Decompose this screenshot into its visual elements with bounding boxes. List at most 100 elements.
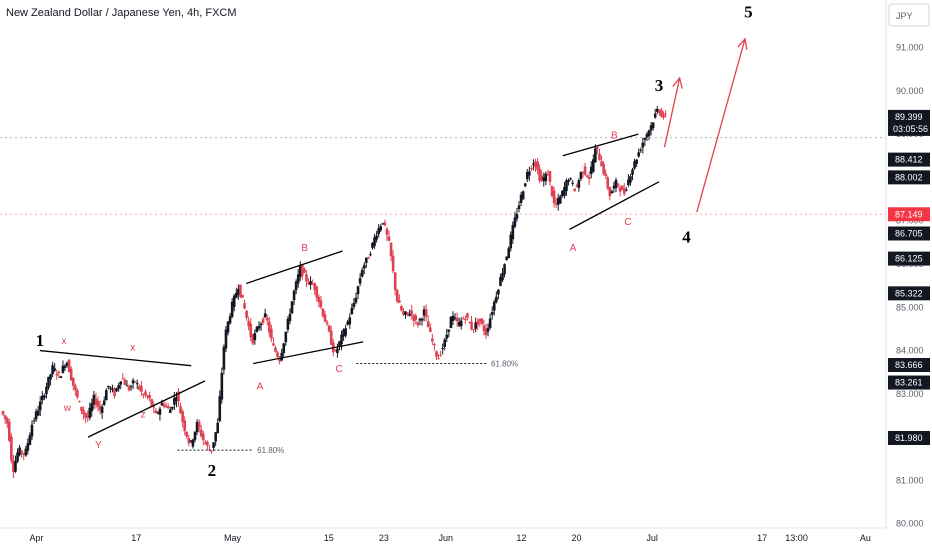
candle [144, 391, 147, 396]
candle [121, 378, 125, 380]
subwave-label: w [63, 403, 72, 414]
price-tag [888, 251, 930, 266]
candle [119, 381, 123, 385]
wave-label: 3 [655, 76, 664, 95]
candle [166, 406, 170, 409]
candle [278, 357, 281, 362]
candle [532, 163, 535, 165]
candle [385, 228, 389, 235]
candle [381, 223, 385, 225]
candle [82, 409, 85, 415]
candle [360, 270, 364, 277]
subwave-label: B [301, 243, 308, 254]
price-tag-label: 87.149 [895, 209, 923, 219]
candle [470, 321, 473, 330]
candle [222, 346, 226, 370]
candle [129, 386, 133, 388]
candle [160, 402, 164, 406]
candle [90, 403, 94, 412]
candle [592, 159, 595, 172]
price-tag-label: 86.705 [895, 228, 923, 238]
candle [84, 413, 87, 418]
candle [226, 321, 230, 333]
price-tag [888, 375, 930, 390]
currency-button[interactable]: JPY [888, 3, 930, 27]
candle [158, 408, 162, 415]
y-tick-label: 80.000 [896, 519, 924, 529]
candle [639, 149, 643, 151]
candle [629, 176, 632, 183]
candle [614, 179, 618, 188]
candle [424, 309, 428, 317]
price-tag [888, 152, 930, 167]
candle [168, 409, 172, 413]
candle [459, 320, 463, 327]
candle [10, 436, 13, 461]
candle [344, 328, 347, 336]
candle [389, 242, 393, 256]
candle [230, 301, 234, 317]
candle [377, 228, 380, 235]
candle [402, 310, 405, 315]
candle [187, 438, 191, 444]
candle [404, 311, 407, 315]
candle [177, 391, 180, 402]
candle [307, 282, 310, 285]
candle [49, 374, 52, 380]
candle [74, 385, 77, 391]
candle [416, 322, 420, 326]
x-tick-label: 17 [131, 533, 141, 543]
candle [443, 339, 447, 347]
candle [298, 265, 302, 277]
candle [583, 166, 587, 175]
candle [552, 190, 556, 204]
candle [313, 283, 317, 291]
candle [573, 188, 577, 192]
candle [387, 236, 391, 241]
candle [482, 325, 486, 331]
candle [625, 189, 628, 191]
candle [224, 329, 228, 349]
candle [323, 314, 327, 322]
candle [249, 323, 253, 338]
price-tag [888, 226, 930, 241]
candle [7, 421, 11, 441]
candle [257, 326, 261, 329]
candle [282, 343, 286, 354]
candle [290, 301, 294, 314]
projection-arrow-head [737, 37, 748, 50]
candle [171, 406, 174, 409]
candle [301, 265, 304, 276]
candle [234, 292, 238, 298]
candle [288, 314, 292, 322]
candle [393, 272, 397, 291]
candle [426, 321, 430, 328]
candle [78, 401, 81, 403]
x-tick-label: 13:00 [785, 533, 808, 543]
candle [140, 385, 143, 392]
candle [268, 321, 271, 333]
candle [173, 397, 176, 405]
price-tag [888, 286, 930, 301]
candle [127, 386, 131, 391]
candle [379, 226, 383, 231]
candle [71, 377, 75, 386]
candle [146, 395, 149, 397]
candle [123, 379, 127, 385]
candle [585, 175, 589, 177]
candle [109, 387, 112, 389]
trendline [562, 133, 639, 157]
candle [65, 362, 69, 366]
candle [43, 395, 46, 398]
candle [263, 313, 267, 318]
candle [365, 257, 368, 263]
time-axis[interactable]: Apr 17 May 15 23 Jun 12 20 Jul 17 13:00 Au [29, 533, 870, 543]
candle [30, 424, 34, 437]
candle [265, 317, 269, 321]
candle [115, 388, 118, 392]
candle [94, 398, 98, 405]
projection-arrow-head [672, 76, 683, 89]
candle [148, 395, 151, 399]
